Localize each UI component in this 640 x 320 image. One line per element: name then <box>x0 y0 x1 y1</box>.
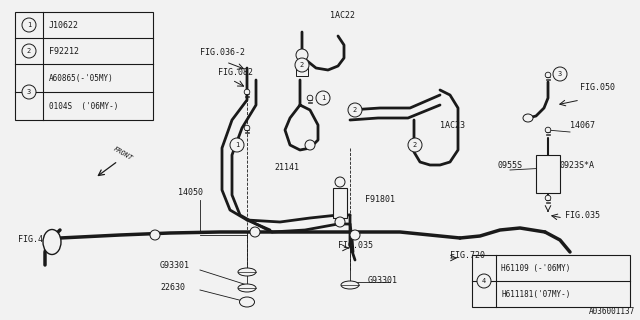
Text: 1AC23: 1AC23 <box>440 121 465 130</box>
Circle shape <box>22 44 36 58</box>
Circle shape <box>295 58 309 72</box>
Text: 21141: 21141 <box>274 163 299 172</box>
Circle shape <box>335 217 345 227</box>
Text: 2: 2 <box>413 142 417 148</box>
Text: 1: 1 <box>321 95 325 101</box>
Bar <box>15 12 153 120</box>
Ellipse shape <box>341 281 359 289</box>
Text: 1: 1 <box>235 142 239 148</box>
Text: G93301: G93301 <box>160 261 190 270</box>
Text: 0104S  ('06MY-): 0104S ('06MY-) <box>49 101 118 110</box>
Text: 1: 1 <box>27 22 31 28</box>
Ellipse shape <box>238 284 256 292</box>
Circle shape <box>545 195 551 201</box>
Text: A036001137: A036001137 <box>589 307 635 316</box>
Circle shape <box>545 127 551 133</box>
Ellipse shape <box>238 268 256 276</box>
Bar <box>536 155 560 193</box>
Text: FIG.050: FIG.050 <box>580 83 615 92</box>
Bar <box>333 188 347 218</box>
Text: 2: 2 <box>27 48 31 54</box>
Circle shape <box>348 103 362 117</box>
Text: 1AC22: 1AC22 <box>330 11 355 20</box>
Circle shape <box>150 230 160 240</box>
Text: FRONT: FRONT <box>112 145 133 161</box>
Text: 4: 4 <box>482 278 486 284</box>
Circle shape <box>305 140 315 150</box>
Text: G93301: G93301 <box>368 276 398 285</box>
Text: FIG.035: FIG.035 <box>338 241 373 250</box>
Text: 2: 2 <box>300 62 304 68</box>
Text: F92212: F92212 <box>49 46 79 55</box>
Bar <box>472 255 630 307</box>
Text: H611181('07MY-): H611181('07MY-) <box>501 290 570 299</box>
Circle shape <box>230 138 244 152</box>
Circle shape <box>296 49 308 61</box>
Text: FIG.035: FIG.035 <box>565 211 600 220</box>
Text: FIG.720: FIG.720 <box>450 251 485 260</box>
Text: A60865(-'05MY): A60865(-'05MY) <box>49 74 114 83</box>
Text: 0955S: 0955S <box>497 161 522 170</box>
Circle shape <box>408 138 422 152</box>
Text: J10622: J10622 <box>49 20 79 29</box>
Circle shape <box>244 89 250 95</box>
Bar <box>296 68 308 76</box>
Text: 22630: 22630 <box>160 283 185 292</box>
Ellipse shape <box>523 114 533 122</box>
Text: 3: 3 <box>27 89 31 95</box>
Circle shape <box>316 91 330 105</box>
Text: 2: 2 <box>353 107 357 113</box>
Circle shape <box>350 230 360 240</box>
Circle shape <box>335 177 345 187</box>
Text: FIG.450: FIG.450 <box>18 235 53 244</box>
Circle shape <box>477 274 491 288</box>
Circle shape <box>244 125 250 131</box>
Circle shape <box>22 85 36 99</box>
Ellipse shape <box>43 229 61 254</box>
Circle shape <box>307 95 313 101</box>
Circle shape <box>545 72 551 78</box>
Text: 14067: 14067 <box>570 121 595 130</box>
Text: 14050: 14050 <box>178 188 203 197</box>
Circle shape <box>553 67 567 81</box>
Circle shape <box>22 18 36 32</box>
Ellipse shape <box>239 297 255 307</box>
Text: 0923S*A: 0923S*A <box>560 161 595 170</box>
Text: FIG.036-2: FIG.036-2 <box>200 48 245 57</box>
Text: H61109 (-'06MY): H61109 (-'06MY) <box>501 263 570 273</box>
Text: 3: 3 <box>558 71 562 77</box>
Text: FIG.082: FIG.082 <box>218 68 253 77</box>
Circle shape <box>250 227 260 237</box>
Text: F91801: F91801 <box>365 195 395 204</box>
